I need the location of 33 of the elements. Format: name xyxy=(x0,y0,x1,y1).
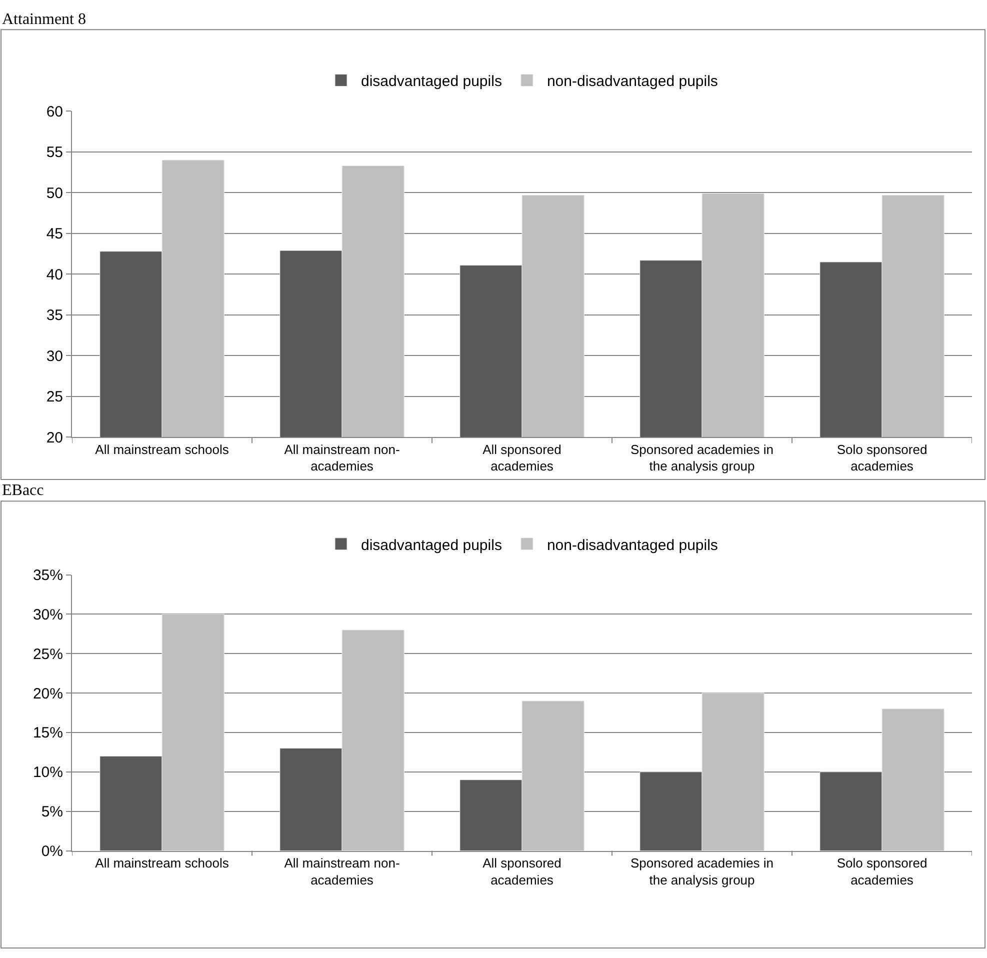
x-tick-label: Solo sponsored academies xyxy=(836,855,928,888)
y-tick-label: 25 xyxy=(46,388,63,406)
x-tick-label: Sponsored academies in the analysis group xyxy=(630,442,774,474)
y-tick-label: 10% xyxy=(32,764,63,782)
legend-label: disadvantaged pupils xyxy=(361,536,502,554)
y-tick-label: 15% xyxy=(32,724,63,742)
x-tick-label: All sponsored academies xyxy=(482,442,562,474)
chart-title: EBacc xyxy=(2,482,44,499)
x-tick-label: All mainstream non-academies xyxy=(284,442,400,474)
y-tick-label: 40 xyxy=(46,266,63,284)
y-tick-label: 45 xyxy=(46,226,63,243)
legend-label: non-disadvantaged pupils xyxy=(546,536,718,554)
y-tick-label: 5% xyxy=(41,804,63,821)
y-tick-label: 20 xyxy=(46,429,63,446)
y-tick-label: 35 xyxy=(46,307,63,324)
y-tick-label: 25% xyxy=(32,646,63,663)
legend-label: non-disadvantaged pupils xyxy=(546,73,718,90)
y-tick-label: 35% xyxy=(32,567,63,584)
chart-title: Attainment 8 xyxy=(2,11,86,28)
y-tick-label: 30% xyxy=(32,606,63,624)
y-tick-label: 0% xyxy=(41,843,63,860)
y-tick-label: 30 xyxy=(46,348,63,365)
y-tick-label: 60 xyxy=(46,103,63,120)
x-tick-label: All mainstream non-academies xyxy=(284,855,400,888)
y-tick-label: 55 xyxy=(46,144,63,162)
x-tick-label: Solo sponsored academies xyxy=(836,442,928,474)
y-tick-label: 50 xyxy=(46,184,63,202)
legend-label: disadvantaged pupils xyxy=(361,73,502,90)
y-tick-label: 20% xyxy=(32,685,63,702)
x-tick-label: All mainstream schools xyxy=(95,442,230,457)
x-tick-label: All sponsored academies xyxy=(482,855,562,888)
x-tick-label: Sponsored academies in the analysis group xyxy=(630,855,774,888)
x-tick-label: All mainstream schools xyxy=(95,855,230,870)
